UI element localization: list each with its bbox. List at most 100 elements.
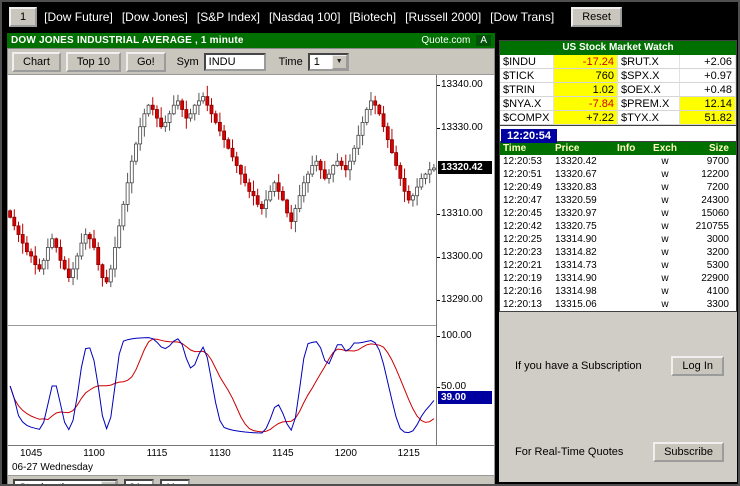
top10-button[interactable]: Top 10 (65, 51, 121, 72)
market-watch-symbol: $PREM.X (618, 97, 680, 111)
chart-toolbar: Chart Top 10 Go! Sym Time 1 ▼ (7, 48, 495, 74)
trade-cell (614, 285, 646, 298)
index-link-dow-future[interactable]: [Dow Future] (44, 10, 113, 24)
trade-cell: 13320.59 (555, 195, 597, 206)
trade-cell (614, 168, 646, 181)
market-watch-rows: $INDU -17.24 $RUT.X +2.06 $TICK 760 $SPX.X +0.9… (500, 55, 736, 125)
trades-column-header: Price (555, 143, 580, 154)
trade-cell: 4100 (706, 286, 729, 297)
sym-label: Sym (176, 55, 199, 68)
indicator-axis-label: 50.00 (436, 381, 467, 392)
trade-cell: 12:20:42 (503, 221, 542, 232)
time-axis-label: 1215 (397, 448, 420, 459)
log-in-button[interactable]: Log In (671, 356, 724, 376)
market-watch-symbol: $INDU (500, 55, 554, 69)
trade-row: 12:20:23 13314.82 w 3200 (500, 246, 736, 259)
reset-button[interactable]: Reset (571, 7, 622, 27)
trade-cell: 12:20:19 (503, 273, 542, 284)
index-link-dow-trans[interactable]: [Dow Trans] (490, 10, 555, 24)
trades-header-row: Time Price Info Exch Size (500, 142, 736, 155)
price-axis-gutter: 13340.00 13330.00 13310.00 13300.00 13290.00… (436, 75, 494, 445)
market-watch-value: -17.24 (554, 55, 618, 69)
market-watch-symbol: $OEX.X (618, 83, 680, 97)
index-link-dow-jones[interactable]: [Dow Jones] (121, 10, 188, 24)
trade-row: 12:20:47 13320.59 w 24300 (500, 194, 736, 207)
trade-cell: 13315.06 (555, 299, 597, 310)
trade-row: 12:20:49 13320.83 w 7200 (500, 181, 736, 194)
index-links: [Dow Future] [Dow Jones] [S&P Index] [Nasda… (44, 8, 554, 26)
param2-input[interactable] (160, 478, 190, 484)
subscription-text: If you have a Subscription (515, 360, 642, 372)
trade-cell: 5300 (706, 260, 729, 271)
price-axis-label: 13300.00 (437, 251, 483, 263)
trade-cell: 13320.75 (555, 221, 597, 232)
chevron-down-icon[interactable]: ▼ (101, 480, 116, 484)
param1-input[interactable] (124, 478, 154, 484)
trade-cell: w (661, 273, 669, 284)
trade-cell: w (661, 234, 669, 245)
trades-column-header: Size (708, 143, 729, 154)
trade-cell: 12:20:21 (503, 260, 542, 271)
trade-cell: 12:20:45 (503, 208, 542, 219)
market-watch-value: 760 (554, 69, 618, 83)
page-1-button[interactable]: 1 (9, 7, 38, 27)
trade-cell: w (661, 169, 669, 180)
trade-cell: 12200 (701, 169, 729, 180)
market-watch-table: US Stock Market Watch $INDU -17.24 $RUT.X +… (499, 40, 737, 126)
quote-com-brand: Quote.com (421, 35, 471, 46)
trade-cell: 3200 (706, 247, 729, 258)
trade-cell (614, 220, 646, 233)
time-axis-label: 1200 (334, 448, 357, 459)
time-axis-label: 1100 (83, 448, 105, 459)
trade-cell: 12:20:16 (503, 286, 542, 297)
trade-cell (614, 181, 646, 194)
market-watch-row: $NYA.X -7.84 $PREM.X 12.14 (500, 97, 736, 111)
time-axis-label: 1145 (272, 448, 294, 459)
trade-row: 12:20:21 13314.73 w 5300 (500, 259, 736, 272)
market-watch-row: $TICK 760 $SPX.X +0.97 (500, 69, 736, 83)
trade-row: 12:20:42 13320.75 w 210755 (500, 220, 736, 233)
market-watch-value: +7.22 (554, 111, 618, 125)
clock-badge: 12:20:54 (501, 129, 558, 143)
market-watch-row: $INDU -17.24 $RUT.X +2.06 (500, 55, 736, 69)
index-link-russell-2000[interactable]: [Russell 2000] (405, 10, 482, 24)
trade-cell: 13320.97 (555, 208, 597, 219)
subscribe-button[interactable]: Subscribe (653, 442, 724, 462)
market-watch-row: $COMPX +7.22 $TYX.X 51.82 (500, 111, 736, 125)
trade-cell: 210755 (695, 221, 729, 232)
market-watch-value: +2.06 (680, 55, 736, 69)
time-select[interactable]: 1 ▼ (307, 52, 349, 71)
go-button[interactable]: Go! (125, 51, 166, 72)
trade-cell: w (661, 286, 669, 297)
chart-button[interactable]: Chart (12, 51, 61, 72)
trade-cell: 13314.90 (555, 234, 597, 245)
market-watch-symbol: $TICK (500, 69, 554, 83)
symbol-input[interactable] (203, 52, 266, 71)
chevron-down-icon[interactable]: ▼ (331, 54, 347, 69)
trade-cell: w (661, 195, 669, 206)
trade-cell: 13320.42 (555, 156, 597, 167)
time-label: Time (278, 55, 303, 68)
index-link-s-p-index[interactable]: [S&P Index] (196, 10, 261, 24)
indicator-select[interactable]: Stochastics ▼ (13, 478, 118, 484)
index-link-biotech[interactable]: [Biotech] (349, 10, 397, 24)
market-watch-value: 1.02 (554, 83, 618, 97)
trade-row: 12:20:19 13314.90 w 22900 (500, 272, 736, 285)
trade-cell: 12:20:13 (503, 299, 542, 310)
realtime-quotes-text: For Real-Time Quotes (515, 446, 624, 458)
trade-cell (614, 155, 646, 168)
trade-cell: 13314.90 (555, 273, 597, 284)
trade-row: 12:20:45 13320.97 w 15060 (500, 207, 736, 220)
price-axis-label: 13330.00 (437, 121, 483, 133)
corner-a-label[interactable]: A (476, 35, 491, 46)
index-link-nasdaq-100[interactable]: [Nasdaq 100] (269, 10, 341, 24)
trade-cell (614, 272, 646, 285)
market-watch-symbol: $TYX.X (618, 111, 680, 125)
market-watch-symbol: $RUT.X (618, 55, 680, 69)
market-watch-symbol: $COMPX (500, 111, 554, 125)
market-watch-header: US Stock Market Watch (500, 41, 736, 55)
trade-cell: 13314.98 (555, 286, 597, 297)
time-axis-label: 1045 (19, 448, 43, 459)
trade-cell: 12:20:51 (503, 169, 542, 180)
trade-row: 12:20:16 13314.98 w 4100 (500, 285, 736, 298)
